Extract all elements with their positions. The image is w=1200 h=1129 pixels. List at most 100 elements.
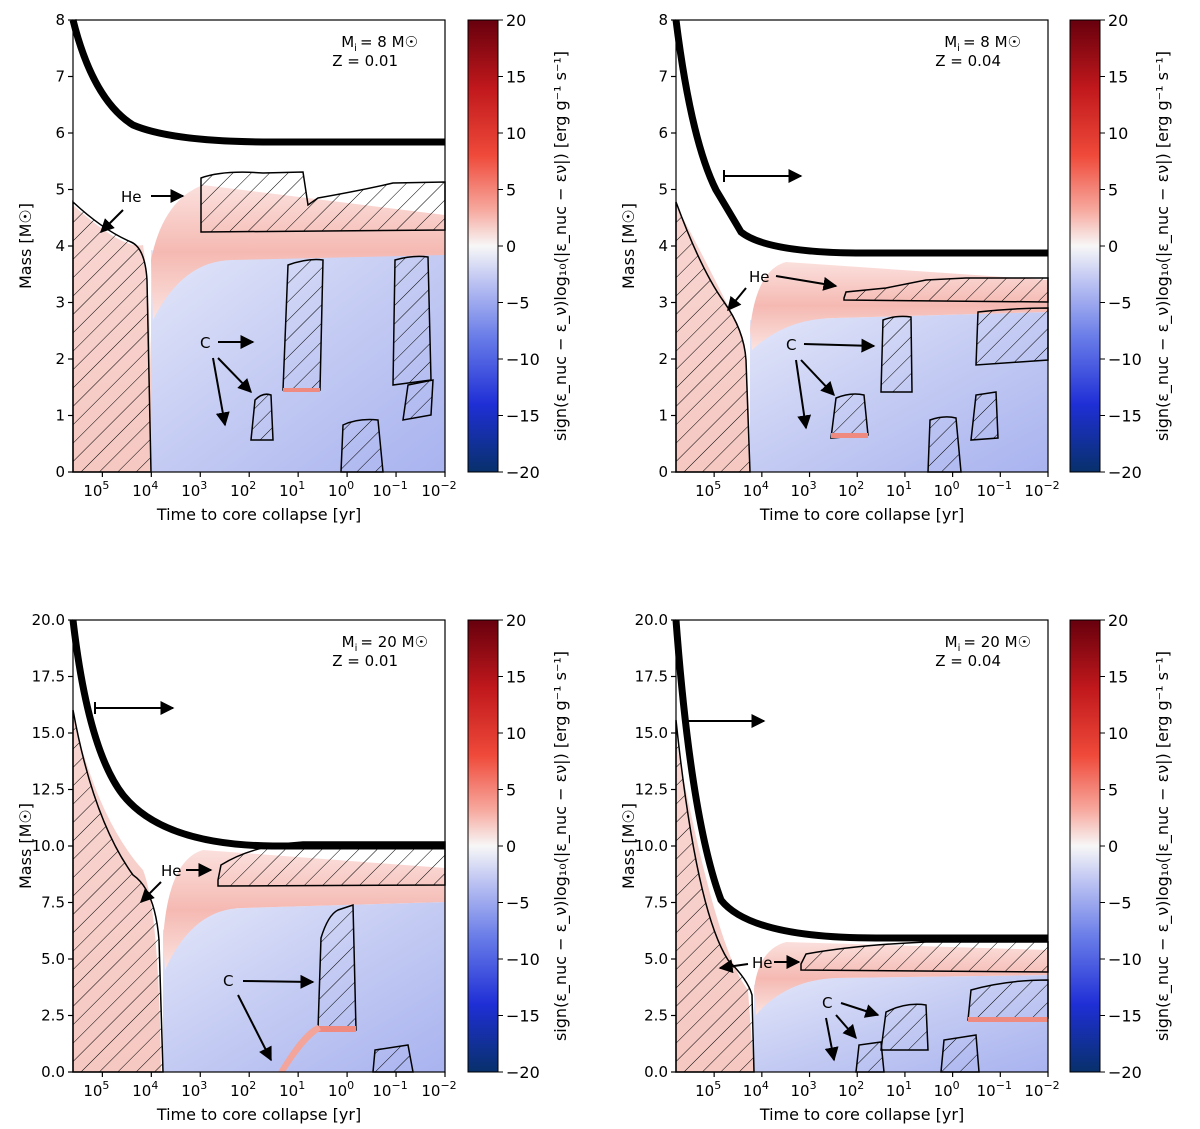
x-tick-label: 104: [743, 1079, 769, 1100]
colorbar-tick-label: −10: [506, 950, 540, 969]
he-arrow-2: [100, 209, 124, 233]
x-tick-label: 101: [279, 479, 305, 500]
red-stripe-2: [278, 1025, 321, 1072]
x-tick-label: 100: [328, 479, 354, 500]
colorbar-label: sign(ε_nuc − ε_ν)log₁₀(|ε_nuc − εν|) [er…: [551, 651, 571, 1041]
title-mass: Mi = 20 M☉: [342, 633, 428, 654]
y-tick-label: 17.5: [635, 668, 668, 686]
colorbar-tick-label: −15: [506, 1007, 540, 1026]
x-tick-label: 103: [790, 479, 816, 500]
label-c: C: [786, 336, 796, 354]
colorbar-gradient: [467, 619, 499, 1073]
y-axis-label: Mass [M☉]: [619, 203, 638, 289]
y-tick-label: 0.0: [41, 1063, 65, 1081]
title-metallicity: Z = 0.01: [332, 652, 398, 670]
y-tick-label: 0: [658, 463, 668, 481]
x-tick-label: 101: [886, 479, 912, 500]
y-tick-label: 20.0: [635, 611, 668, 629]
colorbar-tick-label: 5: [506, 181, 516, 200]
label-c: C: [223, 972, 233, 990]
x-tick-label: 10−1: [372, 1079, 407, 1100]
colorbar-tick-label: 10: [506, 724, 526, 743]
colorbar-tick-label: 15: [506, 68, 526, 87]
convective-core: [72, 709, 164, 1073]
c-zone-3: [927, 416, 962, 473]
c-zone-1: [317, 903, 357, 1031]
y-tick-label: 2: [55, 350, 65, 368]
y-tick-label: 0: [55, 463, 65, 481]
colorbar-tick-label: 5: [506, 781, 516, 800]
x-tick-label: 10−1: [977, 1079, 1012, 1100]
colorbar-tick-label: −20: [1108, 463, 1142, 482]
y-tick-label: 12.5: [635, 781, 668, 799]
title-mass: Mi = 8 M☉: [341, 33, 418, 54]
title-mass: Mi = 8 M☉: [944, 33, 1021, 54]
colorbar-tick-label: 20: [1108, 611, 1128, 630]
colorbar-3: 20 15 10 5 0 −5 −10 −15 −20 sign(ε_nuc − ε_ν)log₁…: [467, 611, 571, 1082]
c-zone-5: [402, 379, 434, 421]
y-tick-label: 3: [658, 294, 668, 312]
x-tick-label: 105: [83, 479, 109, 500]
axes-panel-3: 20.0 17.5 15.0 12.5 10.0 7.5 5.0 2.5 0.0 105 104 10…: [16, 611, 457, 1124]
x-tick-label: 100: [328, 1079, 354, 1100]
colorbar-tick-label: 20: [506, 11, 526, 30]
x-tick-label: 100: [934, 479, 960, 500]
x-tick-label: 101: [886, 1079, 912, 1100]
axes-panel-2: 8 7 6 5 4 3 2 1 0 105 104 103 102 101 100 10−1 10−2 Time …: [619, 11, 1060, 524]
colorbar-tick-label: −15: [1108, 407, 1142, 426]
y-tick-label: 2.5: [41, 1007, 65, 1025]
colorbar-tick-label: 0: [1108, 237, 1118, 256]
he-arrow-2: [727, 287, 747, 312]
label-he: He: [161, 862, 182, 880]
total-mass-curve: [69, 619, 445, 850]
y-tick-label: 7: [55, 68, 65, 86]
red-stripe: [318, 1026, 356, 1032]
red-stripe: [831, 433, 868, 438]
x-axis-label: Time to core collapse [yr]: [156, 505, 361, 524]
y-tick-label: 5: [55, 181, 65, 199]
colorbar-tick-label: 20: [506, 611, 526, 630]
colorbar-tick-label: 15: [506, 668, 526, 687]
colorbar-tick-label: −20: [506, 1063, 540, 1082]
y-tick-label: 8: [658, 11, 668, 29]
c-zone-4: [975, 307, 1049, 366]
colorbar-tick-label: −10: [1108, 350, 1142, 369]
c-arrow-1: [803, 338, 876, 353]
total-mass-curve: [672, 619, 1048, 942]
colorbar-tick-label: 5: [1108, 181, 1118, 200]
c-arrow-1: [242, 974, 315, 989]
x-tick-label: 10−2: [421, 1079, 456, 1100]
c-zone-2: [250, 393, 274, 441]
x-tick-label: 102: [230, 1079, 256, 1100]
x-tick-label: 102: [838, 479, 864, 500]
colorbar-gradient: [1069, 19, 1101, 473]
colorbar-tick-label: −5: [506, 294, 530, 313]
y-tick-label: 1: [658, 407, 668, 425]
he-arrow-1: [775, 275, 838, 291]
colorbar-tick-label: −20: [506, 463, 540, 482]
y-tick-label: 12.5: [32, 781, 65, 799]
colorbar-2: 20 15 10 5 0 −5 −10 −15 −20 sign(ε_nuc − ε_ν)log₁…: [1069, 11, 1173, 482]
convective-core: [72, 200, 152, 473]
y-tick-label: 2: [658, 350, 668, 368]
y-axis-label: Mass [M☉]: [16, 203, 35, 289]
colorbar-tick-label: 0: [506, 837, 516, 856]
x-tick-label: 105: [83, 1079, 109, 1100]
c-arrow-2: [237, 994, 272, 1062]
convective-core: [675, 719, 755, 1073]
total-mass-curve: [672, 19, 1048, 257]
y-tick-label: 15.0: [32, 724, 65, 742]
title-metallicity: Z = 0.04: [935, 52, 1001, 70]
x-tick-label: 102: [230, 479, 256, 500]
c-arrow-3: [824, 1017, 839, 1062]
title-metallicity: Z = 0.04: [935, 652, 1001, 670]
x-tick-label: 104: [743, 479, 769, 500]
title-mass: Mi = 20 M☉: [945, 633, 1031, 654]
y-tick-label: 10.0: [635, 837, 668, 855]
c-zone-5: [970, 391, 999, 441]
panel-3: He C Mi = 20 M☉ Z = 0.01: [69, 619, 446, 1073]
label-he: He: [121, 188, 142, 206]
y-tick-label: 10.0: [32, 837, 65, 855]
label-he: He: [749, 268, 770, 286]
